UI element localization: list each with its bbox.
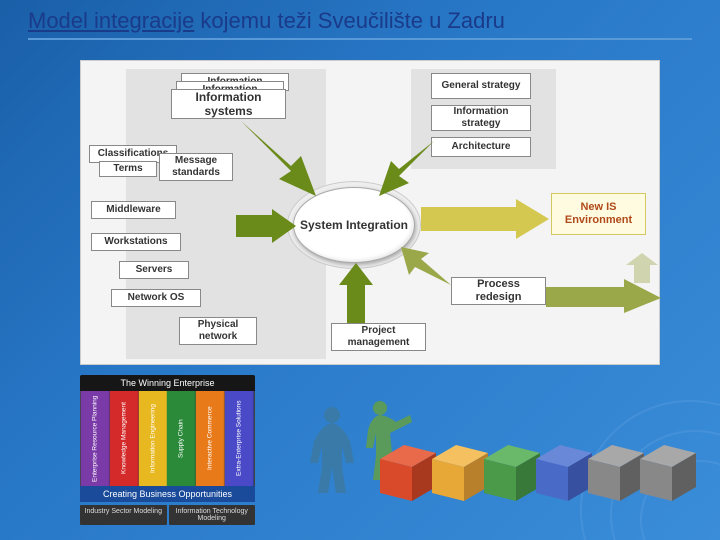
cube xyxy=(640,445,702,510)
slide-title: Model integracije kojemu teži Sveučilišt… xyxy=(28,8,692,40)
pillar: Extra-Enterprise Solutions xyxy=(225,391,254,486)
pillar: Information Engineering xyxy=(139,391,168,486)
arrow-topright-to-center xyxy=(379,141,449,201)
pillar: Supply Chain xyxy=(167,391,196,486)
bl-b2: Information Technology Modeling xyxy=(169,505,256,525)
arrow-process-to-right xyxy=(546,253,661,313)
arrow-left-to-center xyxy=(236,209,296,243)
box-info-systems: Information systems xyxy=(171,89,286,119)
box-servers: Servers xyxy=(119,261,189,279)
arrow-center-to-right xyxy=(421,199,549,239)
box-middleware: Middleware xyxy=(91,201,176,219)
box-info-strategy: Information strategy xyxy=(431,105,531,131)
box-project-mgmt: Project management xyxy=(331,323,426,351)
box-physical-network: Physical network xyxy=(179,317,257,345)
winning-enterprise-graphic: The Winning Enterprise Enterprise Resour… xyxy=(80,375,255,530)
bl-mid: Creating Business Opportunities xyxy=(80,486,255,502)
title-rest: kojemu teži Sveučilište u Zadru xyxy=(194,8,505,33)
bl-bottom-row: Industry Sector Modeling Information Tec… xyxy=(80,505,255,525)
bl-title: The Winning Enterprise xyxy=(80,375,255,391)
pillar: Interactive Commerce xyxy=(196,391,225,486)
arrow-infosys-to-center xyxy=(231,121,331,201)
box-workstations: Workstations xyxy=(91,233,181,251)
bl-b1: Industry Sector Modeling xyxy=(80,505,167,525)
person-blue xyxy=(300,405,365,500)
arrow-proj-to-center xyxy=(339,263,373,323)
arrow-process-to-center xyxy=(401,247,461,287)
box-process-redesign: Process redesign xyxy=(451,277,546,305)
title-underlined: Model integracije xyxy=(28,8,194,33)
pillars-row: Enterprise Resource PlanningKnowledge Ma… xyxy=(80,391,255,486)
pillar: Knowledge Management xyxy=(110,391,139,486)
box-general-strategy: General strategy xyxy=(431,73,531,99)
box-network-os: Network OS xyxy=(111,289,201,307)
pillar: Enterprise Resource Planning xyxy=(81,391,110,486)
box-terms: Terms xyxy=(99,161,157,177)
box-new-is-env: New IS Environment xyxy=(551,193,646,235)
integration-diagram: Information Information Information syst… xyxy=(80,60,660,365)
slide: Model integracije kojemu teži Sveučilišt… xyxy=(0,0,720,540)
box-msg-standards: Message standards xyxy=(159,153,233,181)
